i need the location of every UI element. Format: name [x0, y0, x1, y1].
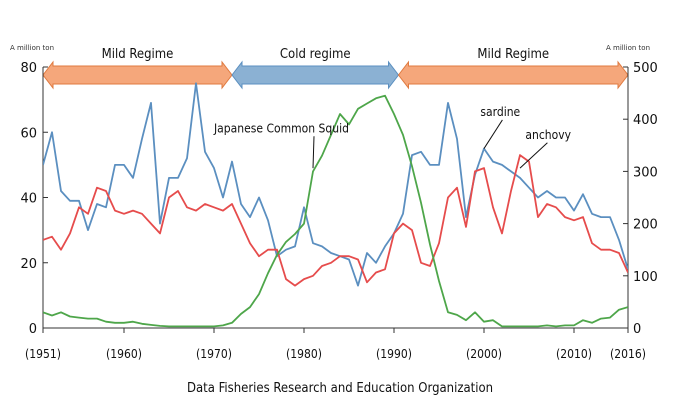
- regime-arrow-2: [397, 60, 629, 90]
- x-tick-label: (1980): [286, 347, 322, 361]
- series-line-squid: [43, 94, 628, 328]
- axes: [42, 67, 629, 329]
- x-tick-label: (1970): [196, 347, 232, 361]
- right-y-ticks: 0 100 200 300 400 500: [623, 61, 658, 337]
- left-tick-label: 20: [20, 257, 37, 272]
- left-unit-label: A million ton: [10, 44, 54, 52]
- series-group: [43, 82, 628, 328]
- right-tick-label: 400: [633, 113, 658, 128]
- regime-arrow-0: [42, 60, 233, 90]
- right-tick-label: 0: [633, 322, 641, 337]
- x-ticks: (1951) (1960) (1970) (1980) (1990) (2000) (201…: [25, 328, 646, 361]
- source-caption: Data Fisheries Research and Education Or…: [187, 381, 493, 396]
- left-tick-label: 40: [20, 192, 37, 207]
- left-tick-label: 80: [20, 61, 37, 76]
- annotation-squid-pointer: [312, 136, 315, 169]
- regime-label-0: Mild Regime: [102, 47, 174, 62]
- right-tick-label: 200: [633, 218, 658, 233]
- left-tick-label: 0: [29, 322, 37, 337]
- annotation-sardine-label: sardine: [480, 105, 520, 119]
- annotation-sardine-pointer: [483, 119, 503, 149]
- annotation-anchovy-label: anchovy: [525, 128, 571, 142]
- x-tick-label: (1960): [106, 347, 142, 361]
- x-tick-label: (2000): [466, 347, 502, 361]
- regime-arrow-1: [231, 60, 400, 90]
- x-tick-label: (1951): [25, 347, 61, 361]
- left-tick-label: 60: [20, 126, 37, 141]
- annotation-squid-label: Japanese Common Squid: [213, 121, 349, 135]
- series-line-anchovy: [43, 154, 628, 287]
- right-tick-label: 300: [633, 165, 658, 180]
- x-tick-label: (1990): [376, 347, 412, 361]
- left-y-ticks: 0 20 40 60 80: [20, 61, 48, 337]
- annotations: Japanese Common Squid sardine anchovy: [213, 105, 572, 169]
- right-unit-label: A million ton: [606, 44, 650, 52]
- right-tick-label: 100: [633, 270, 658, 285]
- series-line-sardine: [43, 82, 628, 287]
- annotation-anchovy-pointer: [519, 142, 548, 169]
- right-tick-label: 500: [633, 61, 658, 76]
- x-tick-label: (2010): [556, 347, 592, 361]
- regime-arrows: Mild Regime Cold regime Mild Regime: [42, 47, 629, 90]
- regime-label-2: Mild Regime: [477, 47, 549, 62]
- x-tick-label: (2016): [610, 347, 646, 361]
- regime-label-1: Cold regime: [280, 47, 351, 62]
